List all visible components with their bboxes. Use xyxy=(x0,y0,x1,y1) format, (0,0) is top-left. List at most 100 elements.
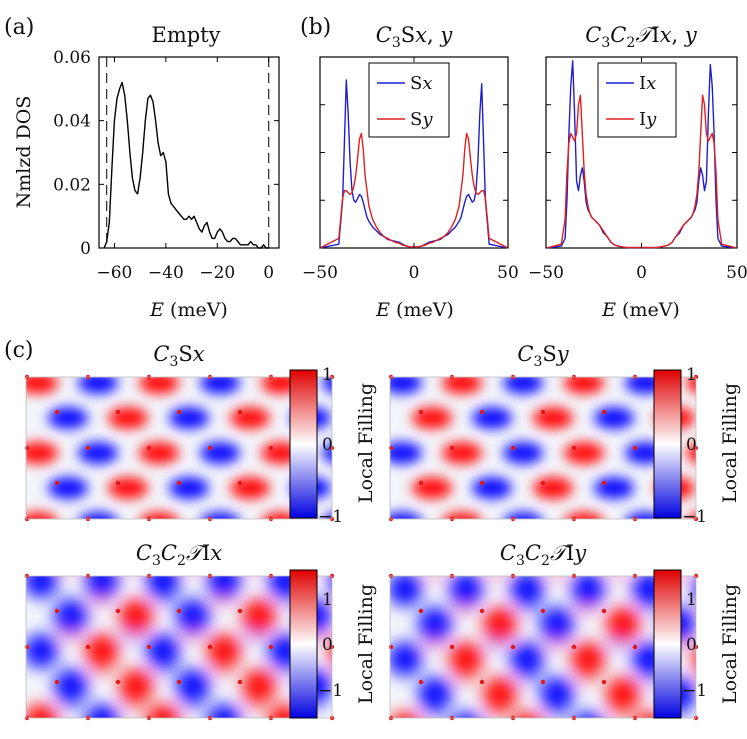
heatmap-c3c2tix-site-dot xyxy=(85,644,91,650)
heatmap-c3c2tix-blob xyxy=(176,599,210,633)
heatmap-c3c2tix-blob xyxy=(207,634,241,668)
heatmap-c3c2tiy-site-dot xyxy=(632,644,638,650)
heatmap-c3c2tiy-blob xyxy=(449,642,483,676)
heatmap-c3c2tiy-site-dot xyxy=(449,644,455,650)
heatmap-c3sy-site-dot xyxy=(510,445,516,451)
heatmap-c3sy-blob xyxy=(533,477,573,499)
heatmap-c3sx-blob xyxy=(26,377,58,394)
heatmap-c3c2tiy-blob xyxy=(606,707,630,718)
heatmap-c3c2tiy: C3C2𝒯Iy xyxy=(388,541,699,721)
heatmap-c3c2tiy-site-dot xyxy=(601,679,607,685)
heatmap-c3c2tix-blob xyxy=(242,699,266,713)
colorbar-c3c2tiy: 1 0 −1 Local Filling xyxy=(653,569,741,719)
heatmap-c3sx-site-dot xyxy=(237,480,243,486)
heatmap-c3c2tiy-blob xyxy=(571,642,605,676)
heatmap-c3c2tix-blob xyxy=(85,576,119,598)
heatmap-c3c2tiy-site-dot xyxy=(510,644,516,650)
chart-a-title: Empty xyxy=(152,23,221,47)
heatmap-c3c2tiy-blob xyxy=(423,637,447,651)
heatmap-c3c2tiy-blob xyxy=(545,637,569,651)
heatmap-c3sx-site-dot xyxy=(146,445,152,451)
heatmap-c3c2tiy-title: C3C2𝒯Iy xyxy=(500,541,587,569)
heatmap-c3c2tix-site-dot xyxy=(176,679,182,685)
heatmap-c3c2tiy-blob xyxy=(606,637,630,651)
heatmap-c3sx-site-dot xyxy=(237,409,243,415)
heatmap-c3sy-blob xyxy=(443,512,481,519)
heatmap-c3c2tix-blob xyxy=(207,576,241,598)
heatmap-c3c2tix-blob xyxy=(211,594,235,608)
colorbar-c3c2tiy-label: Local Filling xyxy=(719,584,741,704)
heatmap-c3sx-blob xyxy=(201,512,239,519)
chart-b2-ticks: −50 0 50 xyxy=(528,57,747,283)
heatmap-c3c2tiy-blob xyxy=(418,677,452,711)
heatmap-c3c2tix-blob xyxy=(333,664,357,678)
heatmap-c3sy-blob xyxy=(472,477,512,499)
heatmap-c3c2tix-blob xyxy=(242,599,276,633)
colorbar-c3sx-tick-m1: −1 xyxy=(318,507,343,527)
heatmap-c3c2tiy-site-dot xyxy=(418,608,424,614)
heatmap-c3c2tix-blob xyxy=(176,669,210,703)
heatmap-c3sy-site-dot xyxy=(632,445,638,451)
chart-b1-xtick-label: 0 xyxy=(409,263,420,283)
heatmap-c3c2tiy-blob xyxy=(518,602,542,616)
heatmap-c3c2tix-site-dot xyxy=(268,644,274,650)
heatmap-c3sy-site-dot xyxy=(388,445,394,451)
heatmap-c3sx-blob xyxy=(78,377,118,394)
heatmap-c3sy-blob xyxy=(390,442,422,464)
heatmap-c3c2tix-blob xyxy=(120,699,144,713)
heatmap-c3c2tiy-blob xyxy=(392,712,418,718)
heatmap-c3sx-blob xyxy=(169,407,209,429)
heatmap-c3c2tix-blob xyxy=(146,704,180,718)
heatmap-c3sx-title: C3Sx xyxy=(153,342,204,370)
heatmap-c3c2tiy-blob xyxy=(390,642,422,676)
heatmap-c3c2tix-blob xyxy=(54,599,88,633)
panel-label-a: (a) xyxy=(4,15,34,40)
heatmap-c3sx-blob xyxy=(200,442,240,464)
heatmap-c3c2tix-blob xyxy=(181,699,205,713)
colorbar-c3sx-tick-0: 0 xyxy=(322,435,333,455)
heatmap-c3c2tix-site-dot xyxy=(115,679,121,685)
heatmap-c3c2tiy-blob xyxy=(483,607,517,641)
heatmap-c3sx-site-dot xyxy=(54,480,60,486)
heatmap-c3c2tiy-blob xyxy=(483,677,517,711)
heatmap-c3c2tiy-blob xyxy=(453,602,477,616)
heatmap-c3c2tix-blob xyxy=(364,559,388,573)
chart-b1-xtick-label: −50 xyxy=(302,263,338,283)
heatmap-c3sx-blob xyxy=(230,407,270,429)
heatmap-c3c2tiy-blob xyxy=(390,576,422,606)
colorbar-c3c2tix-tick-0: 0 xyxy=(322,635,333,655)
heatmap-c3sy-site-dot xyxy=(601,409,607,415)
heatmap-c3sy-blob xyxy=(442,377,482,394)
heatmap-c3c2tiy-blob xyxy=(575,712,601,718)
heatmap-c3sy-blob xyxy=(503,377,543,394)
chart-b1: C3Sx, y −50 0 50 Sx Sy E (meV) xyxy=(302,23,519,321)
chart-a-xlabel-unit: (meV) xyxy=(164,299,228,321)
heatmap-c3sx: C3Sx xyxy=(24,342,335,522)
heatmap-c3sx-blob xyxy=(200,377,240,394)
heatmap-c3c2tiy-blob xyxy=(484,637,508,651)
heatmap-c3c2tix-blob xyxy=(146,634,180,668)
panel-label-b: (b) xyxy=(300,15,331,40)
colorbar-c3sx: 1 0 −1 Local Filling xyxy=(289,365,377,527)
heatmap-c3sy-blob xyxy=(390,512,421,519)
heatmap-c3c2tiy-blob xyxy=(449,576,483,606)
chart-a-xtick-label: −40 xyxy=(148,263,184,283)
heatmap-c3sy-site-dot xyxy=(540,409,546,415)
heatmap-c3c2tiy-blob xyxy=(545,707,569,718)
chart-b2: C3C2𝒯Ix, y −50 0 50 Ix Iy E (meV) xyxy=(528,23,747,321)
heatmap-c3c2tix-blob xyxy=(59,699,83,713)
chart-b1-legend: Sx Sy xyxy=(368,62,450,138)
heatmap-c3c2tix-blob xyxy=(119,669,153,703)
colorbar-c3sy-tick-1: 1 xyxy=(686,365,697,385)
chart-b2-legend: Ix Iy xyxy=(597,62,677,138)
heatmap-c3sx-blob xyxy=(108,407,148,429)
heatmap-c3sx-blob xyxy=(140,512,178,519)
heatmap-c3sy-blob xyxy=(442,442,482,464)
heatmap-c3c2tix-site-dot xyxy=(237,608,243,614)
chart-a-ytick-label: 0.04 xyxy=(53,112,91,132)
heatmap-c3sy-title: C3Sy xyxy=(517,342,569,370)
chart-b2-xtick-label: 50 xyxy=(726,263,747,283)
colorbar-c3c2tix-tick-m1: −1 xyxy=(318,681,343,701)
heatmap-c3c2tiy-site-dot xyxy=(479,679,485,685)
